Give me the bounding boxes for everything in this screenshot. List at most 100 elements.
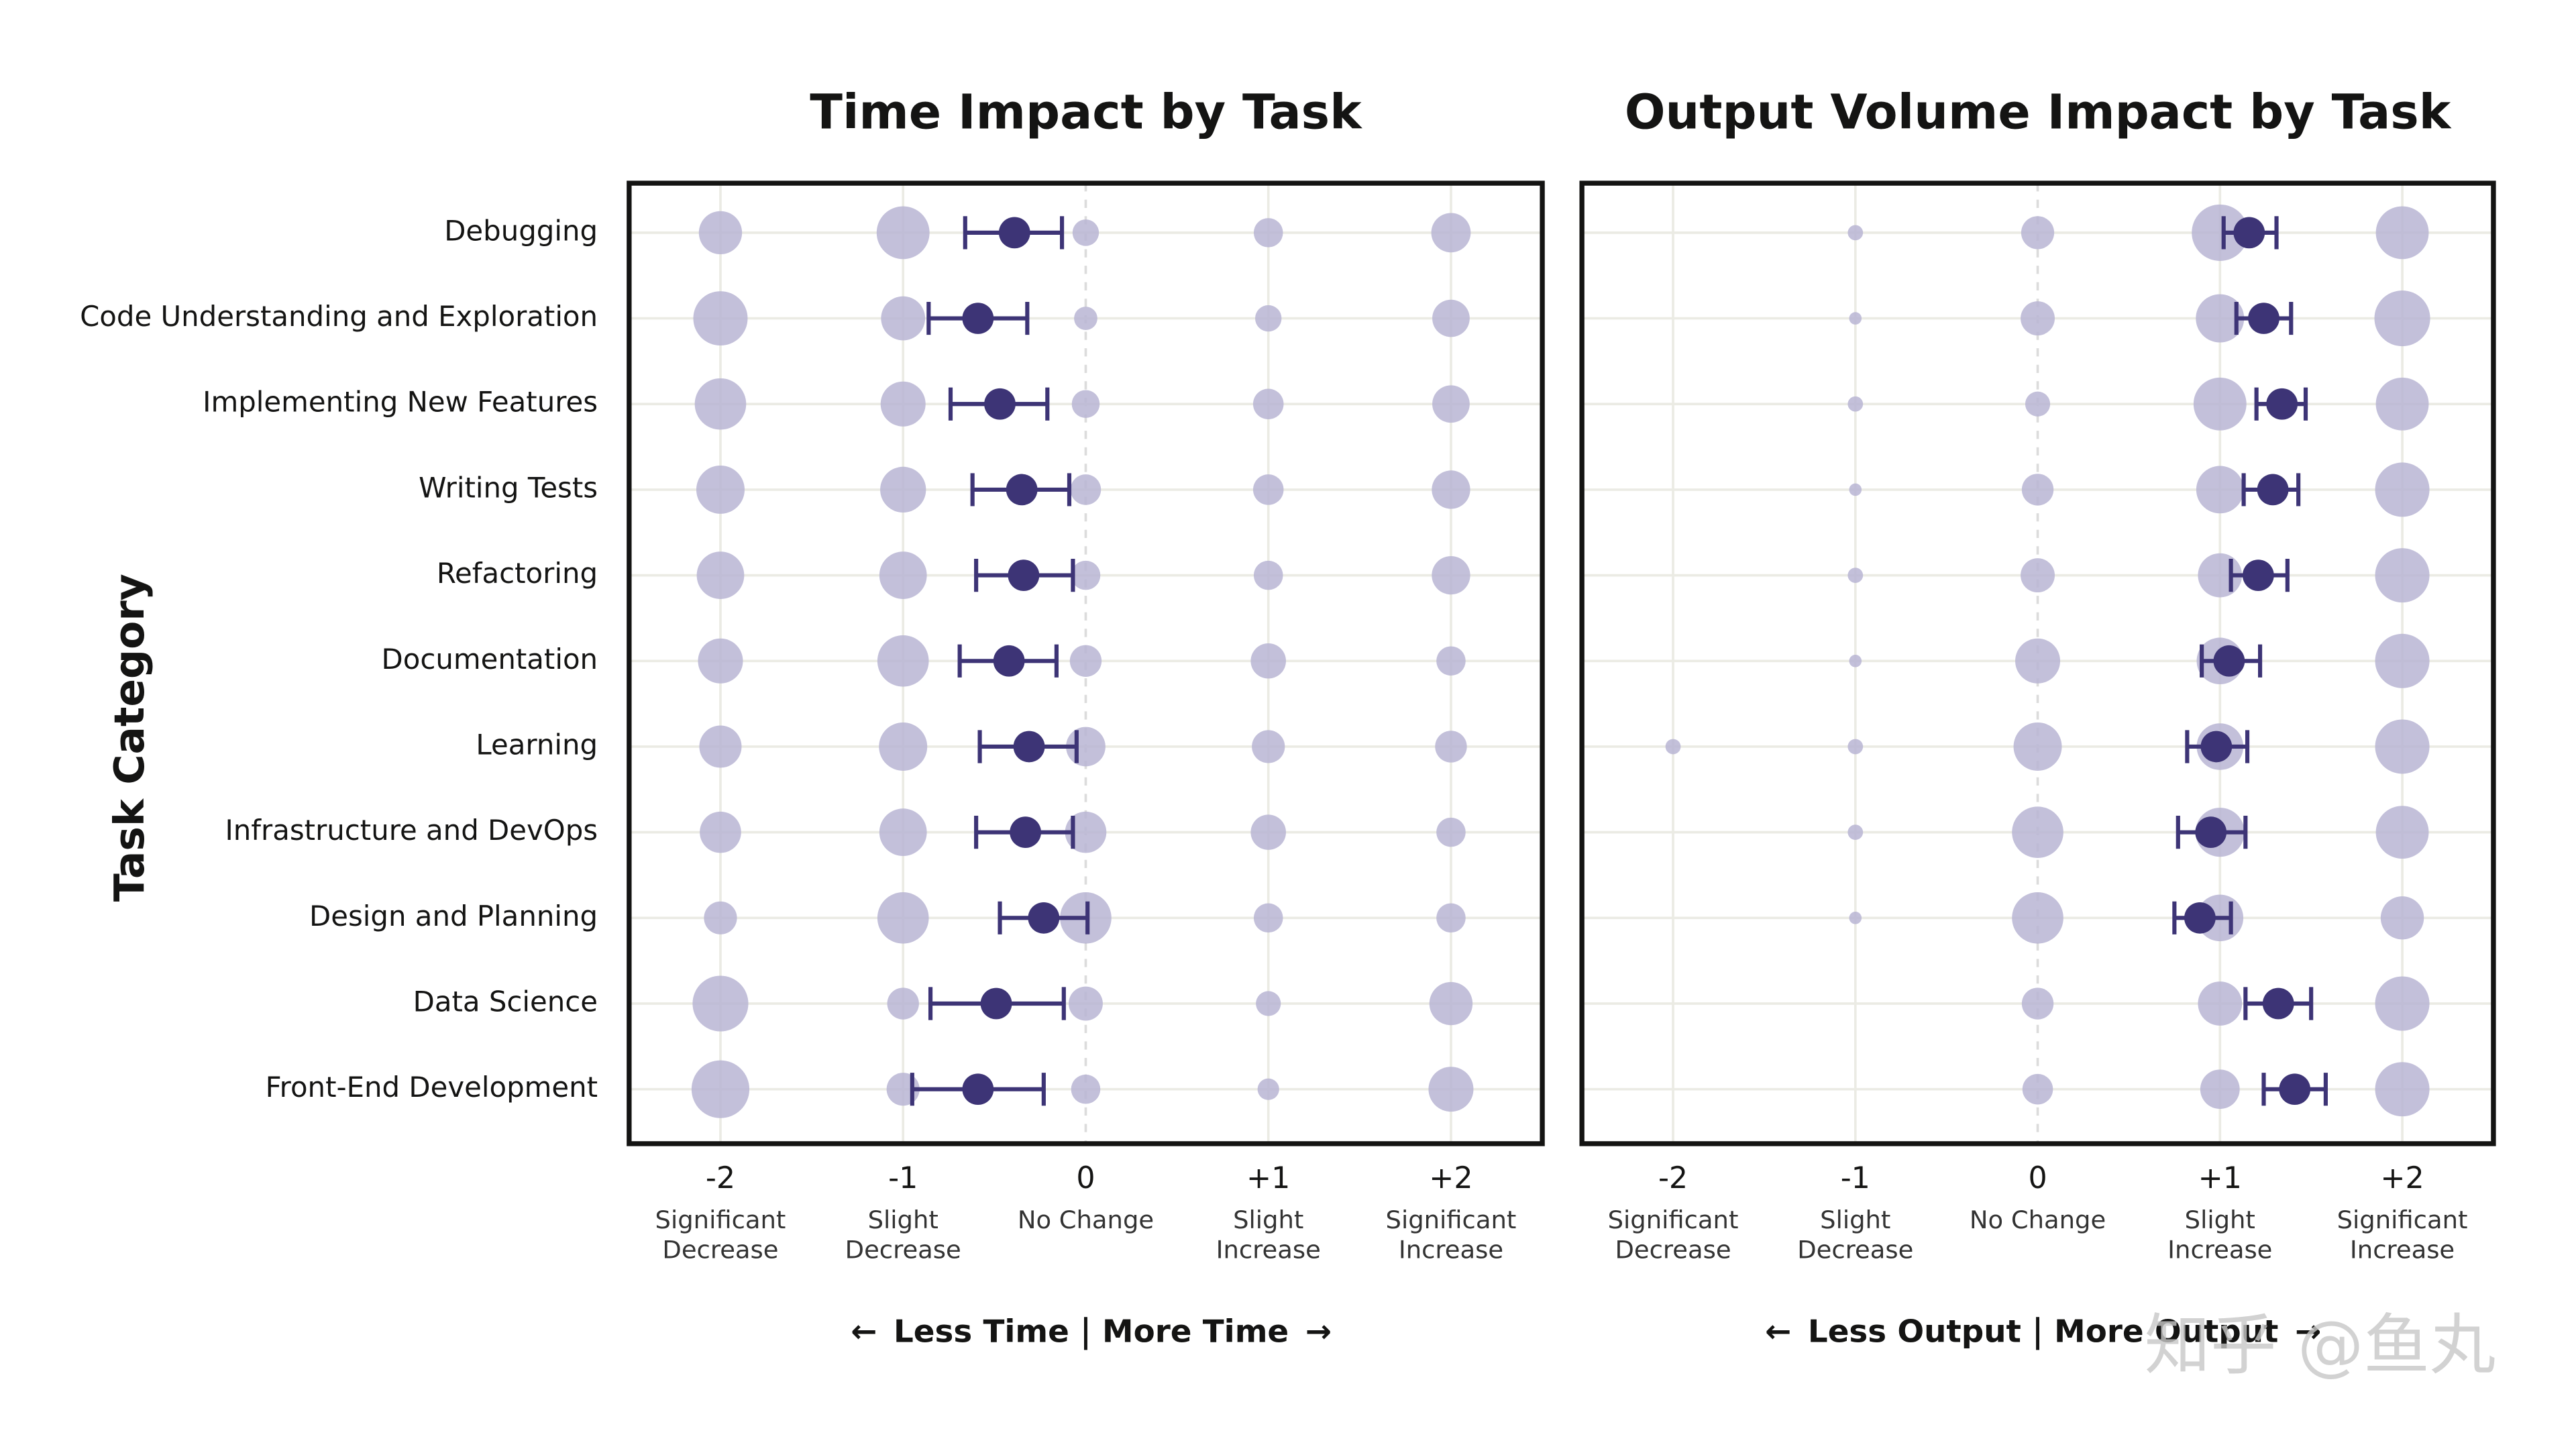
plot-frame <box>627 180 1545 1146</box>
response-bubble <box>1253 560 1283 590</box>
x-tick-sublabel: Slight <box>1233 1205 1303 1234</box>
response-bubble <box>696 465 745 514</box>
x-tick-label: +2 <box>1429 1161 1472 1195</box>
response-bubble <box>879 551 927 599</box>
response-bubble <box>698 211 743 255</box>
response-bubble <box>2375 719 2430 774</box>
x-tick-label: -2 <box>1658 1161 1688 1195</box>
category-label: Code Understanding and Exploration <box>80 300 598 333</box>
x-tick-sublabel: Significant <box>1608 1205 1739 1234</box>
x-tick-sublabel: Slight <box>868 1205 938 1234</box>
chart-title: Output Volume Impact by Task <box>1625 85 2452 140</box>
mean-point <box>2266 388 2298 420</box>
response-bubble <box>2200 1069 2240 1110</box>
response-bubble <box>1432 299 1470 337</box>
response-bubble <box>887 987 919 1020</box>
mean-point <box>2184 902 2216 934</box>
response-bubble <box>1436 817 1466 847</box>
response-bubble <box>700 811 741 853</box>
response-bubble <box>1847 824 1864 841</box>
response-bubble <box>1847 396 1864 412</box>
response-bubble <box>698 638 743 684</box>
x-tick-label: 0 <box>1076 1161 1095 1195</box>
response-bubble <box>694 378 747 430</box>
response-bubble <box>1849 654 1862 667</box>
arrow-right: → <box>1305 1313 1332 1350</box>
response-bubble <box>2013 722 2062 771</box>
response-bubble <box>2021 987 2054 1020</box>
x-tick-label: -1 <box>888 1161 918 1195</box>
category-label: Learning <box>476 728 598 761</box>
response-bubble <box>2021 301 2055 336</box>
response-bubble <box>1250 814 1286 850</box>
mean-point <box>2200 731 2233 763</box>
response-bubble <box>2380 896 2424 940</box>
mean-point <box>2262 987 2294 1020</box>
response-bubble <box>2196 294 2245 343</box>
response-bubble <box>691 1060 750 1118</box>
response-bubble <box>1436 646 1466 676</box>
mean-point <box>1028 902 1060 934</box>
response-bubble <box>1069 986 1103 1021</box>
response-bubble <box>880 466 926 513</box>
response-bubble <box>1257 1078 1279 1100</box>
response-bubble <box>2025 391 2051 417</box>
mean-point <box>1013 731 1045 763</box>
response-bubble <box>2375 633 2430 688</box>
response-bubble <box>2012 892 2063 944</box>
response-bubble <box>1252 730 1285 763</box>
response-bubble <box>881 296 926 341</box>
category-label: Debugging <box>444 214 598 247</box>
direction-left: Less Output <box>1808 1313 2021 1350</box>
response-bubble <box>2021 474 2054 506</box>
x-tick-label: -2 <box>706 1161 735 1195</box>
response-bubble <box>877 635 929 687</box>
chart-title: Time Impact by Task <box>810 85 1362 140</box>
mean-point <box>2195 816 2227 849</box>
mean-point <box>2279 1073 2311 1106</box>
x-tick-sublabel: Increase <box>2167 1235 2272 1264</box>
response-bubble <box>1250 643 1286 679</box>
mean-point <box>2213 645 2245 677</box>
response-bubble <box>1428 1067 1474 1112</box>
category-label: Documentation <box>382 643 598 676</box>
x-tick-sublabel: Increase <box>1399 1235 1503 1264</box>
response-bubble <box>880 381 926 427</box>
response-bubble <box>1254 305 1282 332</box>
x-tick-sublabel: Decrease <box>1615 1235 1731 1264</box>
response-bubble <box>1252 474 1284 505</box>
x-tick-sublabel: Decrease <box>1797 1235 1913 1264</box>
response-bubble <box>2021 216 2055 250</box>
response-bubble <box>1253 903 1283 933</box>
direction-right: More Output <box>2054 1313 2278 1350</box>
response-bubble <box>877 892 929 944</box>
response-bubble <box>2015 638 2061 684</box>
response-bubble <box>879 722 928 771</box>
y-axis-label: Task Category <box>105 574 154 902</box>
response-bubble <box>1847 568 1864 583</box>
response-bubble <box>1072 219 1099 246</box>
category-label: Implementing New Features <box>203 386 598 419</box>
x-tick-sublabel: Increase <box>2350 1235 2455 1264</box>
mean-point <box>962 303 994 334</box>
x-tick-sublabel: Increase <box>1216 1235 1321 1264</box>
category-label: Front-End Development <box>266 1071 598 1104</box>
response-bubble <box>2375 548 2430 603</box>
response-bubble <box>1256 991 1281 1016</box>
response-bubble <box>1429 981 1473 1026</box>
x-tick-label: +1 <box>2198 1161 2242 1195</box>
response-bubble <box>1069 645 1102 677</box>
direction-left: Less Time <box>894 1313 1069 1350</box>
response-bubble <box>2192 204 2249 261</box>
mean-point <box>1006 474 1038 506</box>
response-bubble <box>1436 903 1466 933</box>
response-bubble <box>1253 218 1283 248</box>
response-bubble <box>1431 213 1471 253</box>
direction-right: More Time <box>1102 1313 1289 1350</box>
response-bubble <box>1074 307 1097 330</box>
x-tick-sublabel: Significant <box>2337 1205 2468 1234</box>
response-bubble <box>1849 912 1862 924</box>
response-bubble <box>2375 806 2429 859</box>
response-bubble <box>2198 981 2243 1026</box>
